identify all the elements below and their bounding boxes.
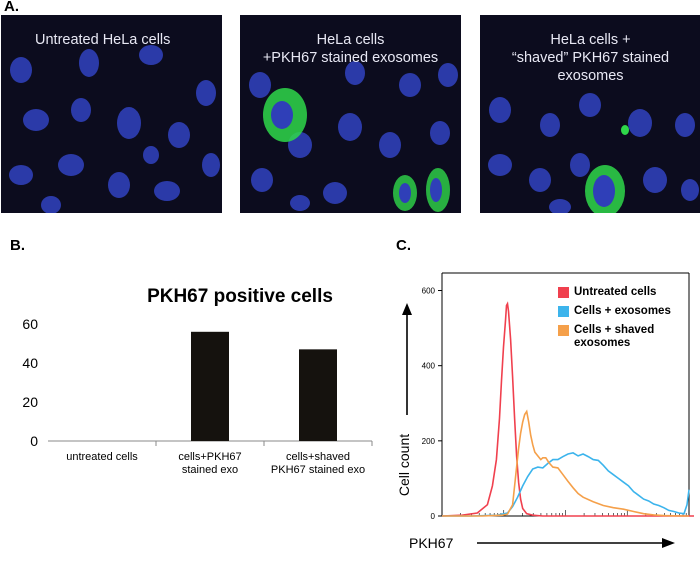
micrograph-pkh67-image	[249, 61, 458, 212]
hist-y-tick-label: 400	[422, 362, 436, 371]
micrograph-shaved-image	[488, 93, 699, 213]
legend-label-exosomes: Cells + exosomes	[574, 305, 671, 317]
panel-b-label: B.	[10, 237, 25, 254]
legend-item-untreated: Untreated cells	[558, 286, 698, 299]
hist-y-tick-label: 600	[422, 287, 436, 296]
micrograph-untreated: Untreated HeLa cells	[1, 15, 222, 213]
micrograph-pkh67-caption: HeLa cells +PKH67 stained exosomes	[262, 32, 439, 66]
legend: Untreated cells Cells + exosomes Cells +…	[558, 286, 698, 350]
legend-swatch-exosomes	[558, 306, 569, 317]
bar-y-tick-label: 60	[22, 316, 38, 332]
hist-x-axis-label: PKH67	[409, 535, 454, 551]
bar	[299, 349, 337, 441]
legend-label-shaved: Cells + shaved exosomes	[574, 324, 655, 349]
micrograph-shaved-caption: HeLa cells + “shaved” PKH67 stained exos…	[511, 32, 670, 84]
hist-series-line	[441, 301, 694, 517]
panel-c-label: C.	[396, 237, 411, 254]
bar-y-tick-label: 0	[30, 433, 38, 449]
bar-category-label: cells+PKH67	[178, 451, 241, 463]
micrograph-shaved: HeLa cells + “shaved” PKH67 stained exos…	[480, 15, 700, 213]
legend-item-shaved: Cells + shaved exosomes	[558, 324, 698, 350]
bar-category-label: cells+shaved	[286, 451, 350, 463]
bar-chart-title: PKH67 positive cells	[147, 286, 333, 307]
hist-series-line	[442, 409, 689, 517]
micrograph-untreated-image	[9, 45, 220, 213]
legend-item-exosomes: Cells + exosomes	[558, 305, 698, 318]
hist-y-tick-label: 200	[422, 437, 436, 446]
hist-x-arrowhead	[662, 538, 675, 548]
hist-y-arrowhead	[402, 303, 412, 315]
legend-label-untreated: Untreated cells	[574, 286, 657, 298]
legend-swatch-shaved	[558, 325, 569, 336]
bar	[191, 331, 229, 441]
bar-category-label: stained exo	[182, 464, 238, 476]
hist-y-axis-label: Cell count	[396, 434, 412, 496]
micrograph-pkh67: HeLa cells +PKH67 stained exosomes	[240, 15, 461, 213]
hist-y-tick-label: 0	[431, 512, 436, 521]
bar-y-tick-label: 20	[22, 394, 38, 410]
bar-chart: 0 20 40 60 untreated cells cells+PKH67stained…	[22, 316, 373, 476]
micrograph-untreated-caption: Untreated HeLa cells	[35, 32, 171, 48]
bar-y-tick-label: 40	[22, 355, 38, 371]
hist-series-line	[442, 452, 690, 517]
legend-swatch-untreated	[558, 287, 569, 298]
bar-category-label: PKH67 stained exo	[271, 464, 365, 476]
histogram-chart: 0 200 400 600 Cell count PKH67	[396, 272, 694, 551]
panel-a-label: A.	[4, 0, 19, 15]
bar-category-label: untreated cells	[66, 451, 138, 463]
